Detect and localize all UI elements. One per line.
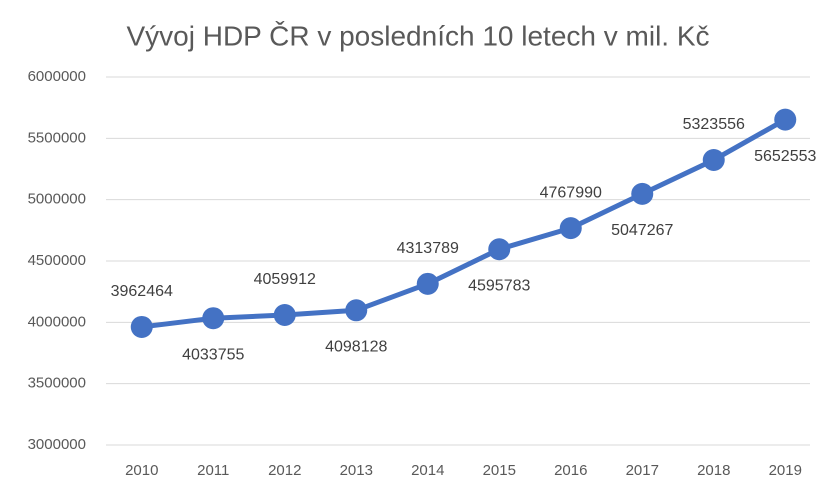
data-label: 4098128 [325,339,387,356]
y-tick-label: 3500000 [28,375,86,392]
y-tick-label: 5500000 [28,129,86,146]
point-marker [273,303,296,326]
data-label: 4033755 [182,346,244,363]
x-tick-label: 2010 [125,462,158,479]
point-marker [488,238,511,261]
point-marker [631,182,654,205]
data-label: 3962464 [111,283,173,300]
data-label: 4059912 [254,271,316,288]
y-tick-label: 6000000 [28,68,86,85]
data-label: 4595783 [468,277,530,294]
data-label: 4767990 [540,184,602,201]
x-tick-label: 2019 [769,462,802,479]
data-label: 5652553 [754,148,816,165]
data-label: 5323556 [683,116,745,133]
x-tick-label: 2013 [340,462,373,479]
x-tick-label: 2017 [626,462,659,479]
chart-title: Vývoj HDP ČR v posledních 10 letech v mi… [126,20,709,51]
data-label: 5047267 [611,222,673,239]
x-tick-label: 2014 [411,462,444,479]
point-marker [345,299,368,322]
x-tick-label: 2012 [268,462,301,479]
x-tick-label: 2015 [483,462,516,479]
y-tick-label: 4000000 [28,313,86,330]
x-tick-label: 2016 [554,462,587,479]
y-tick-label: 3000000 [28,436,86,453]
point-marker [559,217,582,240]
y-tick-label: 5000000 [28,191,86,208]
x-tick-label: 2018 [697,462,730,479]
point-marker [202,307,225,330]
point-marker [416,272,439,295]
series-line [141,117,787,330]
point-marker [702,148,725,171]
point-marker [130,315,153,338]
x-tick-label: 2011 [197,462,229,479]
data-label: 4313789 [397,240,459,257]
y-tick-label: 4500000 [28,252,86,269]
point-marker [774,108,797,131]
